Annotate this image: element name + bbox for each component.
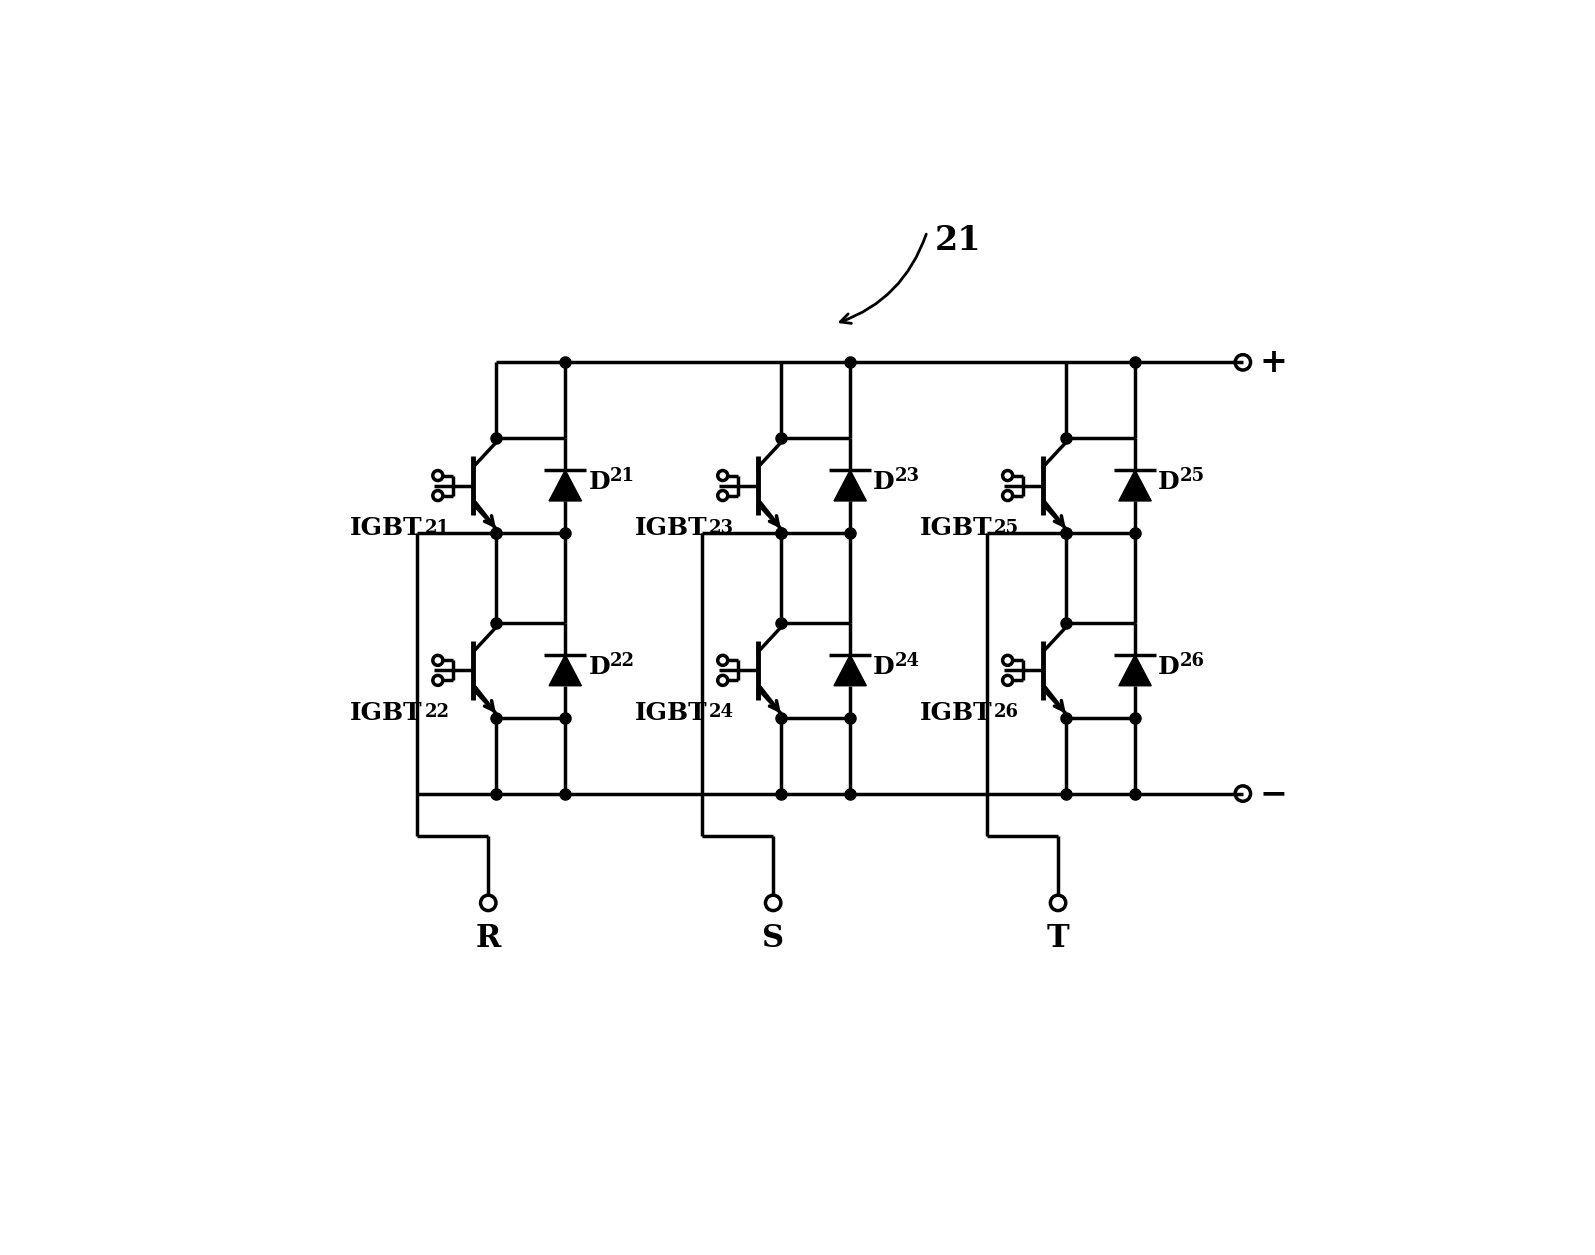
Text: IGBT: IGBT (351, 516, 423, 541)
Text: 22: 22 (609, 651, 635, 670)
Text: D: D (1158, 655, 1180, 679)
Text: D: D (1158, 471, 1180, 494)
Polygon shape (549, 655, 582, 685)
Text: 26: 26 (994, 704, 1019, 722)
Text: IGBT: IGBT (635, 516, 708, 541)
Text: S: S (762, 922, 785, 954)
Text: 24: 24 (710, 704, 734, 722)
Text: D: D (589, 471, 609, 494)
Text: 23: 23 (710, 518, 734, 537)
Polygon shape (1120, 471, 1152, 501)
Text: T: T (1046, 922, 1069, 954)
Text: D: D (589, 655, 609, 679)
Polygon shape (834, 471, 866, 501)
Text: IGBT: IGBT (920, 702, 992, 725)
Text: D: D (874, 655, 895, 679)
Text: D: D (874, 471, 895, 494)
Text: R: R (475, 922, 501, 954)
Text: 21: 21 (609, 467, 635, 484)
Text: 21: 21 (935, 223, 981, 257)
Polygon shape (1120, 655, 1152, 685)
Text: 26: 26 (1180, 651, 1204, 670)
Text: 21: 21 (424, 518, 450, 537)
Text: +: + (1260, 346, 1287, 379)
Polygon shape (549, 471, 582, 501)
Text: −: − (1260, 777, 1287, 809)
Text: 25: 25 (1180, 467, 1204, 484)
Text: 22: 22 (424, 704, 450, 722)
Text: 25: 25 (994, 518, 1019, 537)
Text: IGBT: IGBT (635, 702, 708, 725)
Polygon shape (834, 655, 866, 685)
Text: 24: 24 (895, 651, 920, 670)
Text: IGBT: IGBT (920, 516, 992, 541)
Text: 23: 23 (895, 467, 920, 484)
Text: IGBT: IGBT (351, 702, 423, 725)
